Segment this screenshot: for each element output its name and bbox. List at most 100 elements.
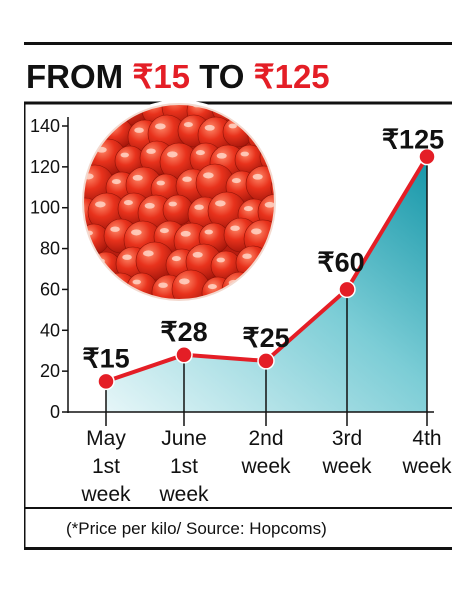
y-tick-label: 140 [30,116,60,136]
tomato-highlight [194,204,204,210]
price-chart: FROM ₹15 TO ₹125 0 20 40 60 80 100 120 140 May 1… [24,42,452,550]
tomato-highlight [216,257,225,263]
y-tick-label: 0 [50,402,60,422]
tomato-highlight [179,278,190,285]
y-tick-label: 20 [40,361,60,381]
x-category-label: June [161,427,207,450]
tomato-highlight [264,201,275,208]
tomato-highlight [84,125,95,132]
source-note: (*Price per kilo/ Source: Hopcoms) [66,519,327,538]
tomato [246,271,275,300]
tomato-highlight [168,201,177,207]
tomatoes-photo [73,94,289,304]
tomato-highlight [243,206,253,212]
tomato-highlight [146,148,156,154]
data-point [418,147,436,166]
tomato-highlight [143,250,154,257]
x-category-label: 4th [412,427,441,450]
y-ticks: 0 20 40 60 80 100 120 140 [30,116,68,422]
tomato-highlight [95,201,106,208]
tomato-highlight [216,152,227,159]
tomato-highlight [242,253,252,259]
data-points: ₹15 ₹28 ₹25 ₹60 ₹125 [82,125,444,391]
x-category-label: 2nd [248,427,283,450]
tomato-highlight [167,151,178,158]
tomato-highlight [134,127,144,133]
headline-end-price: ₹125 [254,58,330,95]
y-tick-label: 100 [30,198,60,218]
data-point [338,280,356,299]
tomato-highlight [204,124,215,131]
headline: FROM ₹15 TO ₹125 [26,58,330,95]
data-label: ₹25 [242,323,289,353]
tomato-highlight [192,251,203,258]
tomato-highlight [228,123,237,129]
data-point [97,372,115,391]
tomato-highlight [252,173,263,180]
tomato-highlight [215,200,226,207]
tomato-highlight [239,94,250,100]
tomato [273,219,275,253]
tomato-highlight [180,230,191,237]
tomato-highlight [240,151,249,157]
data-label: ₹15 [82,343,129,373]
x-category-label: week [240,455,291,478]
y-tick-label: 40 [40,320,60,340]
tomato-highlight [155,123,166,130]
tomato-highlight [87,278,97,284]
tomato-highlight [158,282,168,288]
data-point [257,352,275,370]
data-point [175,346,193,364]
x-category-label: week [80,483,131,506]
x-category-label: 3rd [332,427,362,450]
infographic-frame: FROM ₹15 TO ₹125 0 20 40 60 80 100 120 140 May 1… [24,42,452,550]
tomato-highlight [132,279,141,285]
tomato [271,273,275,300]
tomato [270,172,275,204]
tomato-highlight [73,97,81,102]
tomato [261,104,275,126]
tomato-highlight [266,147,275,153]
tomato-highlight [132,174,143,181]
x-category-label: 1st [92,455,120,478]
tomato-highlight [204,229,213,235]
y-tick-label: 60 [40,279,60,299]
tomato-highlight [254,126,264,132]
tomato-highlight [252,278,261,284]
x-category-label: May [86,427,126,450]
headline-to: TO [190,58,254,95]
tomato-highlight [156,180,165,186]
data-label: ₹125 [382,125,444,155]
tomato-highlight [144,202,155,209]
x-category-label: week [321,455,372,478]
tomato-highlight [123,200,133,206]
tomato-highlight [110,226,120,232]
tomato-highlight [230,225,240,231]
tomato-highlight [275,122,286,128]
tomato-highlight [131,229,142,236]
tomato-highlight [251,228,262,235]
tomato-highlight [183,122,193,128]
tomato-highlight [159,228,169,234]
tomato-highlight [73,253,83,259]
tomato-highlight [83,151,85,157]
tomato-highlight [278,281,288,286]
y-tick-label: 120 [30,157,60,177]
x-category-label: week [158,483,209,506]
tomato-highlight [263,256,274,263]
x-category-label: 1st [170,455,198,478]
headline-start-price: ₹15 [132,58,190,95]
tomato-highlight [203,172,214,179]
tomato-highlight [207,284,217,290]
tomato-highlight [122,254,132,260]
y-tick-label: 80 [40,239,60,259]
tomato-highlight [280,227,289,232]
tomato [83,270,115,300]
data-label: ₹60 [317,247,364,277]
x-category-label: week [401,455,452,478]
tomato-highlight [195,150,205,156]
tomato-highlight [119,95,130,101]
tomato-highlight [277,180,285,185]
tomato [267,113,275,153]
x-categories: May 1st week June 1st week 2nd week 3rd week 4th we… [80,427,452,506]
